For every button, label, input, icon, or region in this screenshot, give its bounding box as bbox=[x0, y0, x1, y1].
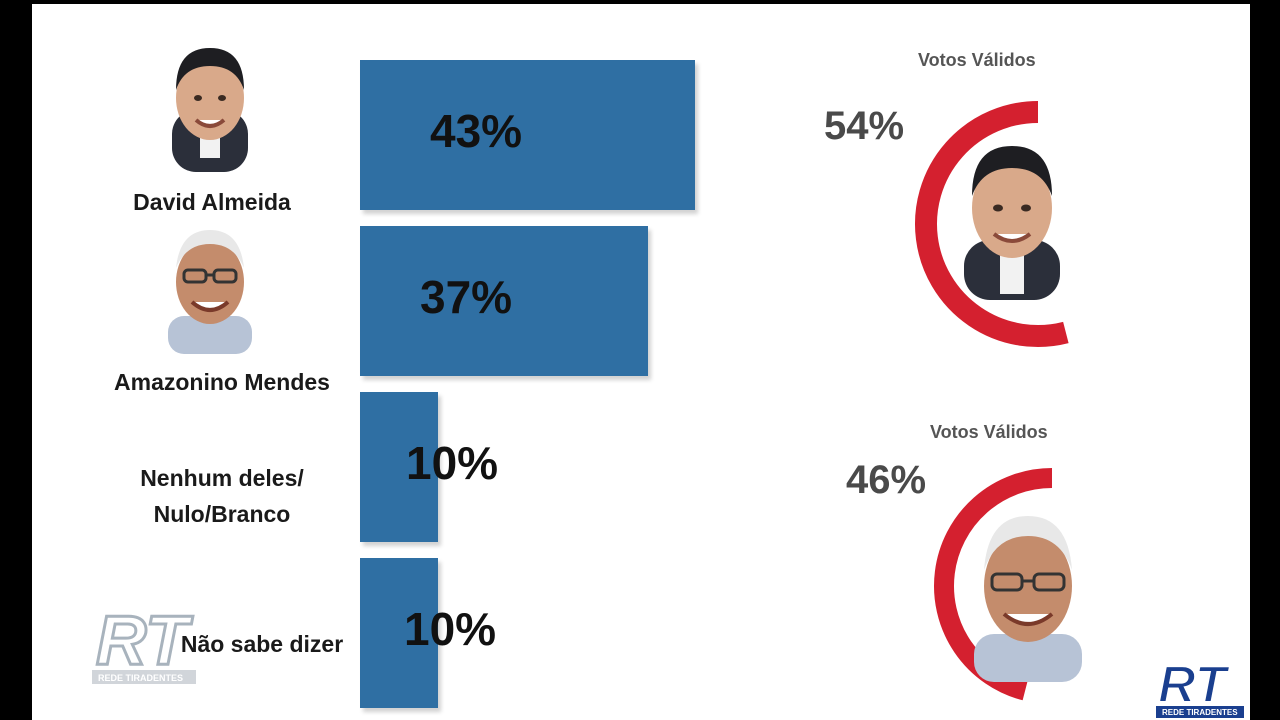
svg-text:RT: RT bbox=[1158, 656, 1231, 714]
bar-value-0: 43% bbox=[430, 105, 523, 157]
label-david-almeida: David Almeida bbox=[133, 189, 291, 215]
gauge-1 bbox=[915, 101, 1069, 347]
label-nao-sabe-dizer: Não sabe dizer bbox=[180, 631, 344, 657]
rt-logo-corner-icon: RT REDE TIRADENTES bbox=[1156, 655, 1244, 718]
gauge-2-photo-amazonino-icon bbox=[974, 516, 1082, 682]
bar-3 bbox=[360, 558, 438, 708]
candidate-photo-amazonino-icon bbox=[168, 230, 252, 354]
gauge-arc-david-almeida bbox=[915, 101, 1069, 347]
label-amazonino-mendes: Amazonino Mendes bbox=[114, 369, 330, 395]
label-nenhum-deles-line2: Nulo/Branco bbox=[153, 501, 291, 527]
rt-logo-icon: RT REDE TIRADENTES bbox=[92, 600, 196, 684]
gauge-1-title: Votos Válidos bbox=[918, 50, 1036, 70]
poll-slide: David Almeida Amazonino Mendes Nenhum de… bbox=[32, 4, 1250, 720]
candidate-photo-david-icon bbox=[172, 48, 248, 172]
gauge-2-value: 46% bbox=[846, 458, 927, 502]
bar-value-3: 10% bbox=[404, 603, 497, 655]
gauge-2-title: Votos Válidos bbox=[930, 422, 1048, 442]
gauge-1-value: 54% bbox=[824, 104, 905, 148]
bar-0 bbox=[360, 60, 695, 210]
gauge-1-photo-david-icon bbox=[964, 146, 1060, 300]
bar-2 bbox=[360, 392, 438, 542]
bar-value-1: 37% bbox=[420, 271, 513, 323]
bar-1 bbox=[360, 226, 649, 376]
label-nenhum-deles-line1: Nenhum deles/ bbox=[140, 465, 304, 491]
svg-text:RT: RT bbox=[96, 601, 193, 679]
svg-text:REDE TIRADENTES: REDE TIRADENTES bbox=[1162, 708, 1238, 717]
bar-value-2: 10% bbox=[406, 437, 499, 489]
svg-text:REDE TIRADENTES: REDE TIRADENTES bbox=[98, 673, 183, 683]
